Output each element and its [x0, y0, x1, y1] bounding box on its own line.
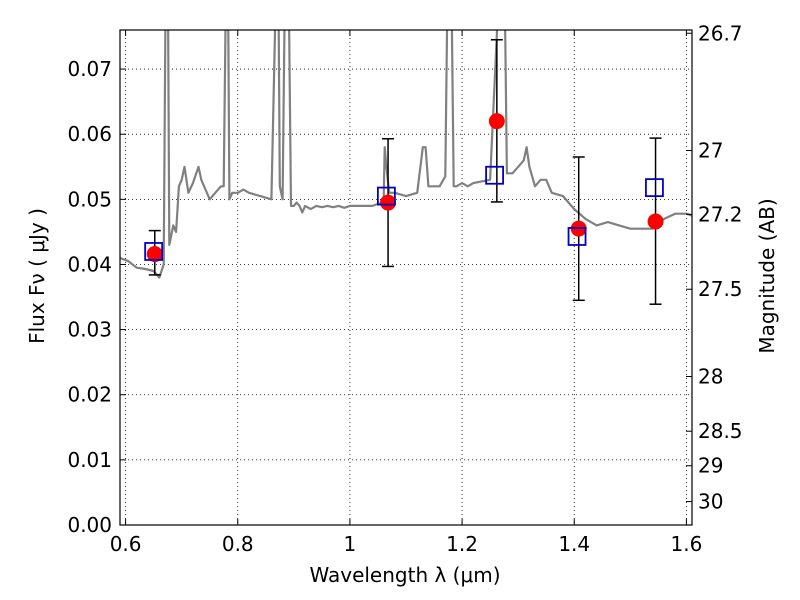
plot-frame [119, 29, 693, 526]
observed-point [488, 113, 505, 130]
y-tick-label: 0.00 [67, 513, 112, 537]
y-tick-label: 0.05 [67, 187, 112, 211]
x-tick-label: 1.2 [446, 532, 478, 556]
y-tick-labels: 0.00 0.01 0.02 0.03 0.04 0.05 0.06 0.07 [67, 57, 112, 537]
x-tick-labels: 0.6 0.8 1 1.2 1.4 1.6 [110, 532, 703, 556]
y2-tick-label: 30 [698, 490, 723, 514]
y-tick-label: 0.02 [67, 383, 112, 407]
y2-axis-label: Magnitude (AB) [755, 198, 779, 353]
x-tick-label: 0.8 [222, 532, 254, 556]
y-axis-label: Flux Fν ( μJy ) [25, 208, 49, 344]
y2-tick-label: 26.7 [698, 21, 743, 45]
x-tick-label: 1 [344, 532, 357, 556]
model-photometry-point [485, 165, 505, 185]
observed-point [647, 213, 664, 230]
model-spectrum [120, 30, 692, 279]
y2-tick-label: 27.5 [698, 277, 743, 301]
y-tick-label: 0.01 [67, 448, 112, 472]
y2-tick-labels: 26.7 27 27.2 27.5 28 28.5 29 30 [698, 21, 743, 513]
model-spectrum-line [120, 30, 692, 279]
x-tick-label: 0.6 [110, 532, 142, 556]
y-tick-label: 0.03 [67, 318, 112, 342]
model-photometry-point [567, 227, 587, 246]
model-photometry-point [144, 242, 164, 261]
y2-tick-label: 27.2 [698, 202, 743, 226]
axis-ticks [120, 30, 692, 526]
model-photometry-points [144, 165, 664, 261]
y2-tick-label: 27 [698, 138, 723, 162]
x-tick-label: 1.6 [670, 532, 702, 556]
observed-point [380, 194, 397, 211]
y-tick-label: 0.04 [67, 252, 112, 276]
y-tick-label: 0.07 [67, 57, 112, 81]
model-photometry-point [376, 186, 396, 206]
y-tick-label: 0.06 [67, 122, 112, 146]
x-axis-label: Wavelength λ (μm) [309, 563, 500, 587]
grid [120, 30, 692, 526]
y2-tick-label: 28 [698, 365, 723, 389]
y2-tick-label: 28.5 [698, 419, 743, 443]
model-photometry-point [645, 178, 664, 198]
x-tick-label: 1.4 [558, 532, 590, 556]
y2-tick-label: 29 [698, 454, 723, 478]
